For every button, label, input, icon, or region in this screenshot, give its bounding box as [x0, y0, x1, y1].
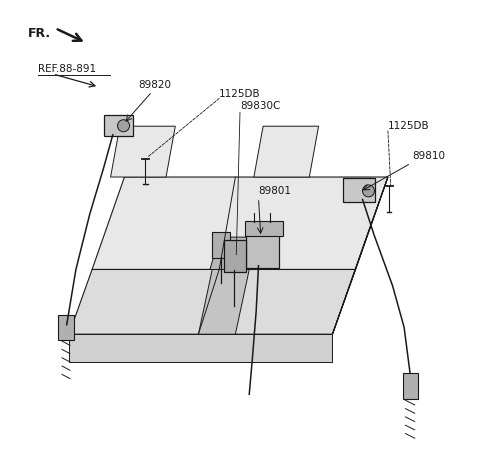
- Text: 1125DB: 1125DB: [219, 89, 261, 100]
- FancyBboxPatch shape: [59, 315, 74, 340]
- Polygon shape: [254, 126, 319, 177]
- Circle shape: [362, 185, 374, 197]
- FancyBboxPatch shape: [245, 221, 284, 236]
- FancyBboxPatch shape: [343, 179, 374, 201]
- Polygon shape: [198, 270, 249, 334]
- Polygon shape: [69, 270, 356, 334]
- Text: 89820: 89820: [138, 80, 171, 90]
- Text: 89810: 89810: [412, 151, 445, 161]
- Polygon shape: [92, 177, 388, 270]
- Polygon shape: [210, 237, 252, 270]
- FancyBboxPatch shape: [403, 373, 419, 399]
- Text: REF.88-891: REF.88-891: [37, 64, 96, 74]
- Text: 89830C: 89830C: [240, 101, 280, 112]
- Circle shape: [118, 120, 130, 132]
- FancyBboxPatch shape: [224, 240, 246, 272]
- Polygon shape: [333, 177, 388, 334]
- Polygon shape: [110, 126, 175, 177]
- Text: 1125DB: 1125DB: [388, 121, 430, 131]
- Text: FR.: FR.: [28, 27, 51, 40]
- Text: 89801: 89801: [259, 186, 291, 196]
- FancyBboxPatch shape: [212, 232, 230, 259]
- Polygon shape: [69, 334, 333, 362]
- FancyBboxPatch shape: [246, 232, 279, 268]
- FancyBboxPatch shape: [104, 115, 133, 136]
